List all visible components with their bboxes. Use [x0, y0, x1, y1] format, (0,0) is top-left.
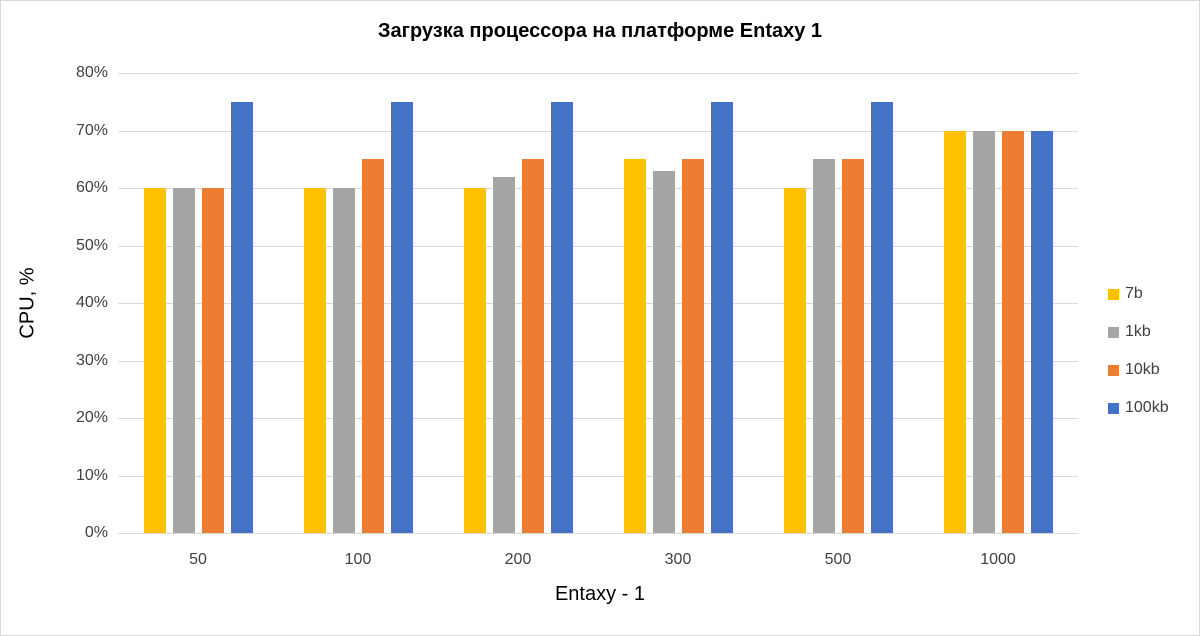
- bar-10kb-200: [521, 159, 544, 533]
- gridline: [118, 418, 1078, 419]
- x-tick-label: 50: [189, 551, 207, 568]
- legend-swatch-icon: [1108, 364, 1119, 376]
- gridline: [118, 360, 1078, 362]
- legend-label: 100kb: [1125, 399, 1169, 416]
- bar-100kb-200: [550, 101, 573, 533]
- legend: 7b 1kb 10kb 100kb: [1108, 275, 1169, 427]
- bar-10kb-100: [361, 159, 384, 533]
- bar-10kb-50: [201, 188, 224, 533]
- gridline: [118, 130, 1078, 132]
- bar-100kb-1000: [1030, 130, 1053, 533]
- legend-label: 10kb: [1125, 361, 1160, 378]
- y-tick-label: 0%: [84, 524, 108, 541]
- bar-1kb-1000: [972, 130, 995, 533]
- x-tick-label: 1000: [980, 551, 1016, 568]
- y-tick-label: 40%: [75, 294, 108, 311]
- legend-item-7b: 7b: [1108, 275, 1169, 313]
- bar-100kb-500: [870, 101, 893, 533]
- bar-1kb-500: [812, 159, 835, 533]
- x-tick-label: 200: [504, 551, 532, 568]
- bar-100kb-300: [710, 101, 733, 533]
- y-tick-label: 50%: [75, 236, 108, 254]
- bar-1kb-200: [492, 176, 515, 533]
- legend-item-100kb: 100kb: [1108, 389, 1169, 427]
- legend-item-10kb: 10kb: [1108, 351, 1169, 389]
- plot-area: 0% 10% 20% 30% 40% 50% 60% 70% 80% 50 100 200 300 500…: [76, 64, 1078, 568]
- gridline: [118, 188, 1078, 189]
- bar-10kb-1000: [1001, 130, 1024, 533]
- gridline: [118, 475, 1078, 477]
- gridline: [118, 533, 1078, 534]
- legend-swatch-icon: [1108, 288, 1119, 300]
- bar-7b-200: [463, 188, 486, 533]
- x-tick-label: 300: [664, 551, 692, 568]
- y-tick-label: 30%: [75, 351, 108, 369]
- legend-label: 7b: [1125, 285, 1143, 302]
- bar-7b-100: [303, 188, 326, 533]
- y-tick-label: 60%: [75, 179, 108, 196]
- chart-title: Загрузка процессора на платформе Entaxy …: [377, 20, 823, 42]
- x-tick-label: 100: [344, 551, 372, 568]
- bar-100kb-50: [230, 101, 253, 533]
- x-axis-label: Entaxy - 1: [554, 583, 646, 605]
- bar-7b-50: [143, 188, 166, 533]
- y-tick-label: 10%: [75, 466, 108, 484]
- bar-7b-1000: [943, 130, 966, 533]
- gridline: [118, 73, 1078, 74]
- bar-1kb-50: [172, 188, 195, 533]
- legend-item-1kb: 1kb: [1108, 313, 1169, 351]
- y-tick-label: 80%: [75, 64, 108, 81]
- y-axis-label: CPU, %: [16, 267, 39, 339]
- legend-label: 1kb: [1125, 323, 1151, 340]
- y-tick-label: 20%: [75, 409, 108, 426]
- bar-100kb-100: [390, 101, 413, 533]
- bar-10kb-500: [841, 159, 864, 533]
- legend-swatch-icon: [1108, 326, 1119, 338]
- legend-swatch-icon: [1108, 402, 1119, 414]
- bar-1kb-100: [332, 188, 355, 533]
- x-tick-label: 500: [824, 551, 852, 568]
- gridline: [118, 245, 1078, 247]
- bar-7b-500: [783, 188, 806, 533]
- gridline: [118, 303, 1078, 304]
- bar-7b-300: [623, 159, 646, 533]
- bar-1kb-300: [652, 170, 675, 533]
- bar-10kb-300: [681, 159, 704, 533]
- y-tick-label: 70%: [75, 121, 108, 139]
